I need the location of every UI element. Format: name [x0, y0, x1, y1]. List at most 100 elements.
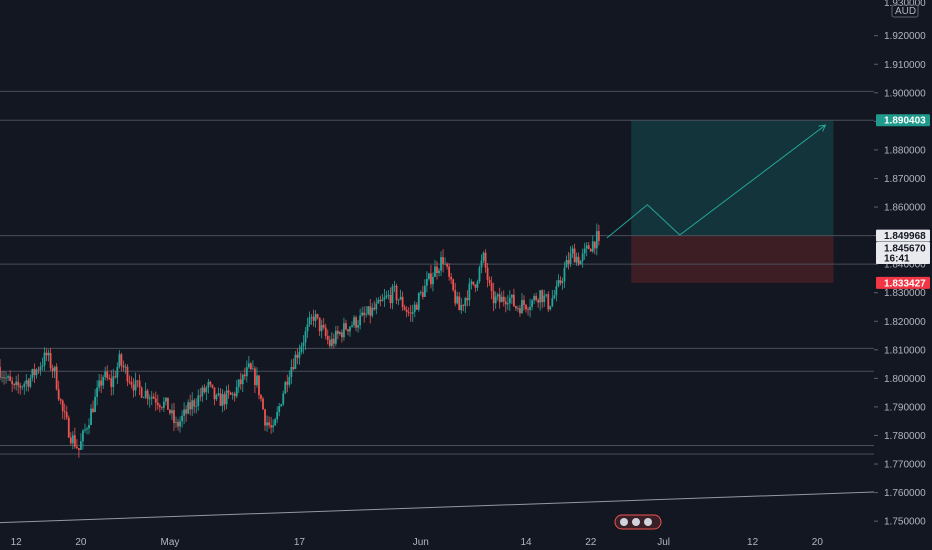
event-marker-1-icon[interactable]: [620, 518, 628, 526]
candle-body: [67, 417, 70, 438]
candle-body: [442, 257, 444, 264]
candle-body: [104, 371, 107, 378]
candle-body: [142, 397, 145, 399]
candle-body: [209, 381, 212, 385]
candle-body: [130, 381, 133, 385]
event-marker-2-icon[interactable]: [632, 518, 640, 526]
candle: [69, 432, 72, 446]
candle: [577, 252, 580, 267]
candle-body: [51, 367, 54, 372]
candle-body: [31, 369, 34, 379]
candle: [116, 362, 119, 384]
candle: [381, 293, 384, 302]
candle-body: [482, 252, 485, 261]
candle-body: [557, 280, 560, 287]
candle-body: [559, 280, 562, 284]
x-tick-label: 20: [812, 537, 824, 548]
target-price-badge[interactable]: 1.890403: [876, 114, 930, 127]
candle: [122, 360, 125, 372]
candle-body: [278, 406, 281, 412]
candle-body: [421, 292, 424, 297]
candle-body: [221, 394, 224, 406]
candle-body: [405, 309, 408, 312]
candle-body: [462, 304, 465, 306]
candle-body: [529, 306, 531, 310]
y-tick-label: 1.920000: [884, 31, 926, 42]
currency-badge-box: [891, 4, 919, 18]
candle-body: [458, 296, 461, 311]
projection-path[interactable]: [606, 124, 826, 239]
candle: [318, 317, 321, 336]
candle-body: [65, 412, 68, 418]
entry-price-badge[interactable]: 1.849968: [876, 229, 930, 243]
candle-body: [138, 380, 141, 388]
candle-body: [519, 308, 521, 314]
candle-body: [229, 392, 232, 395]
candle: [249, 362, 252, 371]
candle: [567, 251, 570, 270]
candle-body: [324, 327, 327, 336]
candle-body: [355, 317, 357, 328]
candle-body: [517, 308, 519, 310]
candle-body: [193, 400, 196, 407]
candle: [490, 276, 493, 300]
candle-body: [280, 404, 283, 407]
candle: [173, 402, 175, 432]
candle: [227, 384, 230, 399]
candle-body: [270, 425, 273, 428]
y-tick-label: 1.750000: [884, 517, 926, 528]
candle-body: [379, 299, 382, 302]
candle: [298, 344, 301, 365]
candle: [306, 317, 309, 338]
candle-body: [154, 398, 157, 403]
candle-body: [308, 317, 311, 325]
price-scale-background[interactable]: [874, 0, 932, 550]
candle: [189, 394, 192, 416]
candle: [183, 402, 186, 425]
candle: [197, 389, 200, 411]
candle: [167, 397, 169, 410]
candle: [150, 390, 153, 406]
candle-body: [37, 369, 40, 371]
candle-body: [146, 390, 149, 400]
candle-body: [53, 366, 56, 372]
candle: [296, 348, 299, 365]
candle: [209, 380, 212, 388]
candle: [217, 387, 220, 397]
candle-body: [245, 367, 248, 377]
y-tick-label: 1.870000: [884, 174, 926, 185]
candle-body: [565, 260, 568, 268]
candle: [533, 293, 536, 305]
candle-body: [357, 325, 359, 328]
candle-body: [415, 304, 418, 310]
candle: [264, 408, 266, 431]
time-scale: 12 20 May 17 Jun 14 22 Jul 12 20: [11, 537, 824, 548]
candle: [361, 306, 364, 317]
x-tick-label: 17: [294, 537, 306, 548]
time-scale-background[interactable]: [0, 534, 874, 550]
candle-body: [549, 305, 552, 310]
candle-body: [389, 294, 392, 304]
stop-price-badge[interactable]: 1.833427: [876, 276, 930, 290]
candle-body: [298, 351, 301, 358]
trend-line-group: [0, 491, 875, 524]
candle: [470, 279, 473, 290]
candle-body: [84, 429, 86, 431]
candle: [118, 350, 121, 369]
candle: [488, 276, 491, 286]
candle: [90, 404, 92, 426]
candle: [330, 332, 333, 349]
candle-body: [136, 380, 139, 382]
candle-body: [164, 397, 167, 402]
stop-zone[interactable]: [631, 235, 834, 283]
event-markers[interactable]: [614, 514, 662, 530]
candle: [164, 397, 167, 406]
candle: [140, 386, 143, 399]
trend-line[interactable]: [0, 491, 875, 524]
candle-body: [156, 402, 159, 406]
target-zone[interactable]: [631, 120, 834, 236]
candle: [175, 416, 177, 428]
event-marker-3-icon[interactable]: [644, 518, 652, 526]
